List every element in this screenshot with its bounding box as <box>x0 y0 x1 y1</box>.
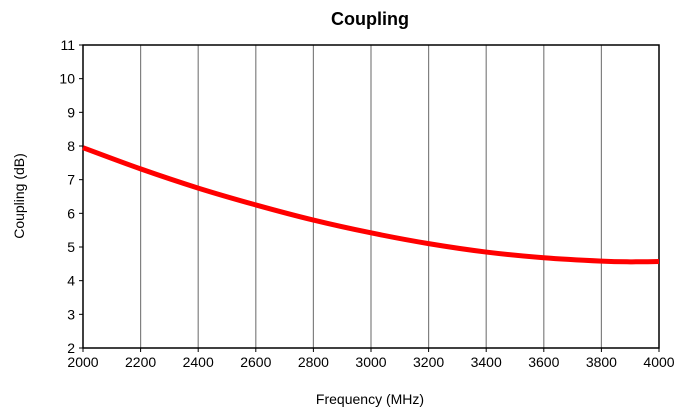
series-layer <box>82 145 660 265</box>
x-tick-label: 3000 <box>355 354 386 370</box>
x-axis-ticks: 2000 2200 2400 2600 2800 3000 3200 3400 3600 3800… <box>67 348 675 370</box>
y-tick-label: 8 <box>67 138 75 154</box>
y-tick-label: 6 <box>67 205 75 221</box>
y-axis-label: Coupling (dB) <box>11 153 27 239</box>
x-tick-label: 2800 <box>298 354 329 370</box>
y-tick-label: 5 <box>67 239 75 255</box>
x-axis-label: Frequency (MHz) <box>316 391 424 407</box>
x-tick-label: 2200 <box>125 354 156 370</box>
y-tick-label: 3 <box>67 306 75 322</box>
x-tick-label: 2600 <box>240 354 271 370</box>
x-tick-label: 2400 <box>183 354 214 370</box>
gridlines <box>140 45 603 348</box>
y-tick-label: 11 <box>60 37 75 53</box>
x-tick-label: 3200 <box>413 354 444 370</box>
y-tick-label: 2 <box>67 340 75 356</box>
y-tick-label: 4 <box>67 273 75 289</box>
x-tick-label: 4000 <box>643 354 674 370</box>
x-tick-label: 3600 <box>528 354 559 370</box>
y-tick-label: 9 <box>67 104 75 120</box>
y-tick-label: 7 <box>67 172 75 188</box>
chart-title: Coupling <box>331 9 409 29</box>
y-tick-label: 10 <box>59 71 75 87</box>
x-tick-label: 3800 <box>586 354 617 370</box>
series-line-coupling <box>82 145 660 265</box>
x-tick-label: 3400 <box>471 354 502 370</box>
y-axis-ticks: 2 3 4 5 6 7 8 9 10 11 <box>59 37 83 356</box>
x-tick-label: 2000 <box>67 354 98 370</box>
